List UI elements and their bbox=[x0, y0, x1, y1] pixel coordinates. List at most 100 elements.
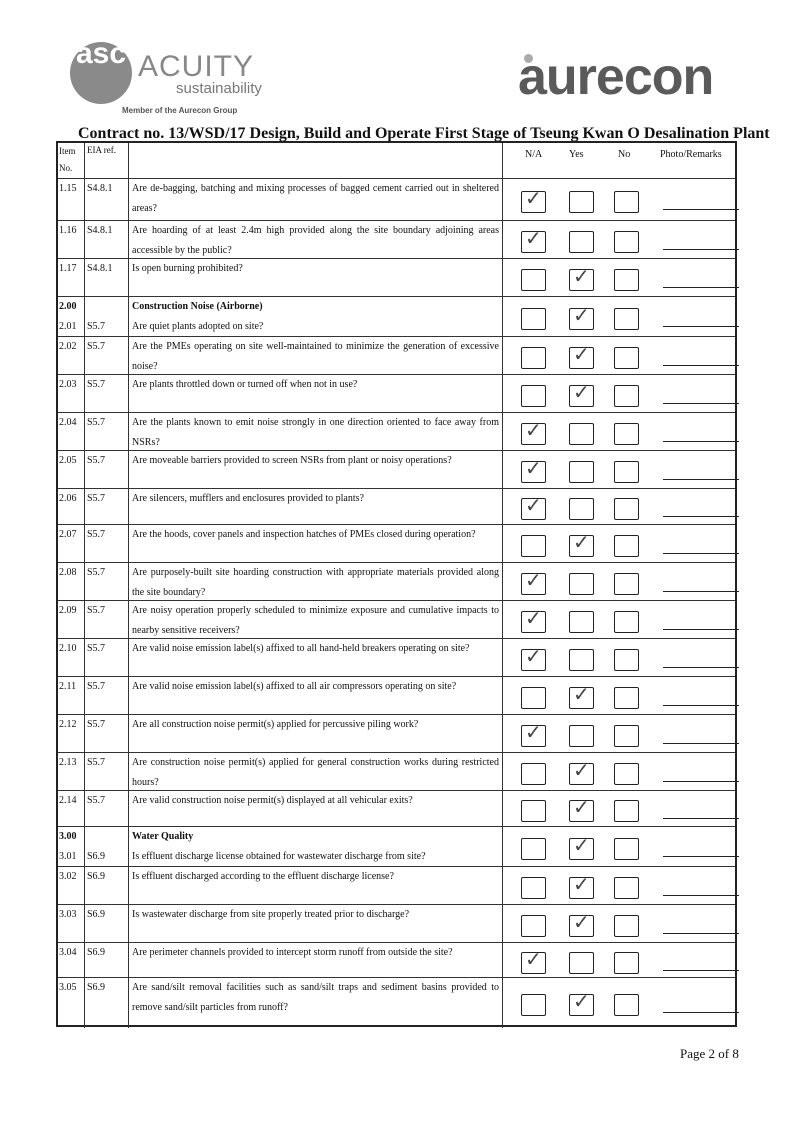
remarks-field[interactable] bbox=[663, 553, 739, 554]
checkbox-yes[interactable]: ✓ bbox=[569, 912, 594, 937]
remarks-field[interactable] bbox=[663, 326, 739, 327]
checkbox-na[interactable] bbox=[521, 763, 546, 785]
checkbox-no[interactable] bbox=[614, 385, 639, 407]
checkbox-yes[interactable] bbox=[569, 498, 594, 520]
checkbox-na[interactable]: ✓ bbox=[521, 495, 546, 520]
checkbox-no[interactable] bbox=[614, 191, 639, 213]
checkbox-no[interactable] bbox=[614, 915, 639, 937]
remarks-field[interactable] bbox=[663, 516, 739, 517]
checkbox-na[interactable]: ✓ bbox=[521, 570, 546, 595]
checkbox-no[interactable] bbox=[614, 611, 639, 633]
remarks-field[interactable] bbox=[663, 441, 739, 442]
answer-cell: ✓ bbox=[502, 867, 739, 905]
checkbox-no[interactable] bbox=[614, 347, 639, 369]
checkbox-na[interactable] bbox=[521, 687, 546, 709]
checkbox-no[interactable] bbox=[614, 461, 639, 483]
checkbox-no[interactable] bbox=[614, 763, 639, 785]
checkbox-yes[interactable]: ✓ bbox=[569, 874, 594, 899]
item-no-text: 2.09 bbox=[59, 605, 77, 616]
remarks-field[interactable] bbox=[663, 933, 739, 934]
remarks-field[interactable] bbox=[663, 629, 739, 630]
checkbox-yes[interactable] bbox=[569, 952, 594, 974]
checkbox-yes[interactable]: ✓ bbox=[569, 344, 594, 369]
remarks-field[interactable] bbox=[663, 705, 739, 706]
checkbox-no[interactable] bbox=[614, 423, 639, 445]
checkbox-yes[interactable]: ✓ bbox=[569, 684, 594, 709]
checkbox-no[interactable] bbox=[614, 952, 639, 974]
checkbox-na[interactable] bbox=[521, 838, 546, 860]
checkbox-yes[interactable] bbox=[569, 611, 594, 633]
checkbox-yes[interactable]: ✓ bbox=[569, 382, 594, 407]
checkbox-yes[interactable]: ✓ bbox=[569, 760, 594, 785]
checkbox-na[interactable]: ✓ bbox=[521, 418, 546, 445]
checkbox-na[interactable]: ✓ bbox=[521, 228, 546, 253]
checkbox-yes[interactable] bbox=[569, 231, 594, 253]
checkbox-na[interactable] bbox=[521, 877, 546, 899]
checkbox-no[interactable] bbox=[614, 308, 639, 330]
remarks-field[interactable] bbox=[663, 743, 739, 744]
contract-title: Contract no. 13/WSD/17 Design, Build and… bbox=[78, 125, 770, 142]
check-mark-icon: ✓ bbox=[573, 264, 590, 288]
checkbox-yes[interactable]: ✓ bbox=[569, 991, 594, 1016]
checkbox-na[interactable] bbox=[521, 308, 546, 330]
checkbox-yes[interactable]: ✓ bbox=[569, 532, 594, 557]
remarks-field[interactable] bbox=[663, 287, 739, 288]
remarks-field[interactable] bbox=[663, 365, 739, 366]
remarks-field[interactable] bbox=[663, 856, 739, 857]
check-mark-icon: ✓ bbox=[525, 418, 542, 442]
eia-ref: S5.7 bbox=[84, 489, 131, 525]
checkbox-yes[interactable]: ✓ bbox=[569, 264, 594, 291]
checkbox-no[interactable] bbox=[614, 535, 639, 557]
remarks-field[interactable] bbox=[663, 403, 739, 404]
question-text: Are de-bagging, batching and mixing proc… bbox=[132, 183, 499, 214]
eia-ref-text: S5.7 bbox=[87, 341, 106, 352]
checkbox-na[interactable] bbox=[521, 269, 546, 291]
checkbox-na[interactable] bbox=[521, 385, 546, 407]
checkbox-yes[interactable] bbox=[569, 191, 594, 213]
remarks-field[interactable] bbox=[663, 895, 739, 896]
remarks-field[interactable] bbox=[663, 818, 739, 819]
checkbox-na[interactable]: ✓ bbox=[521, 646, 546, 671]
check-mark-icon: ✓ bbox=[525, 720, 542, 744]
checkbox-no[interactable] bbox=[614, 877, 639, 899]
question-text: Are all construction noise permit(s) app… bbox=[132, 719, 419, 730]
checkbox-yes[interactable] bbox=[569, 573, 594, 595]
checkbox-na[interactable]: ✓ bbox=[521, 720, 546, 747]
checkbox-no[interactable] bbox=[614, 687, 639, 709]
checkbox-na[interactable] bbox=[521, 347, 546, 369]
checkbox-no[interactable] bbox=[614, 838, 639, 860]
checkbox-yes[interactable] bbox=[569, 423, 594, 445]
checkbox-na[interactable]: ✓ bbox=[521, 188, 546, 213]
remarks-field[interactable] bbox=[663, 209, 739, 210]
checkbox-na[interactable] bbox=[521, 915, 546, 937]
checkbox-no[interactable] bbox=[614, 800, 639, 822]
checkbox-yes[interactable]: ✓ bbox=[569, 797, 594, 822]
remarks-field[interactable] bbox=[663, 667, 739, 668]
checkbox-yes[interactable]: ✓ bbox=[569, 835, 594, 860]
remarks-field[interactable] bbox=[663, 970, 739, 971]
checkbox-no[interactable] bbox=[614, 269, 639, 291]
remarks-field[interactable] bbox=[663, 591, 739, 592]
checkbox-na[interactable] bbox=[521, 800, 546, 822]
checkbox-yes[interactable] bbox=[569, 725, 594, 747]
checkbox-no[interactable] bbox=[614, 994, 639, 1016]
remarks-field[interactable] bbox=[663, 781, 739, 782]
checkbox-na[interactable] bbox=[521, 994, 546, 1016]
remarks-field[interactable] bbox=[663, 479, 739, 480]
checkbox-na[interactable]: ✓ bbox=[521, 608, 546, 633]
checkbox-no[interactable] bbox=[614, 573, 639, 595]
checkbox-na[interactable]: ✓ bbox=[521, 458, 546, 483]
checkbox-yes[interactable] bbox=[569, 461, 594, 483]
checkbox-yes[interactable]: ✓ bbox=[569, 305, 594, 330]
checkbox-no[interactable] bbox=[614, 649, 639, 671]
remarks-field[interactable] bbox=[663, 249, 739, 250]
checkbox-no[interactable] bbox=[614, 498, 639, 520]
eia-ref: S5.7 bbox=[84, 337, 131, 375]
checkbox-no[interactable] bbox=[614, 231, 639, 253]
checkbox-no[interactable] bbox=[614, 725, 639, 747]
remarks-field[interactable] bbox=[663, 1012, 739, 1013]
eia-ref-text: S5.7 bbox=[87, 529, 106, 540]
checkbox-yes[interactable] bbox=[569, 649, 594, 671]
checkbox-na[interactable] bbox=[521, 535, 546, 557]
checkbox-na[interactable]: ✓ bbox=[521, 949, 546, 974]
